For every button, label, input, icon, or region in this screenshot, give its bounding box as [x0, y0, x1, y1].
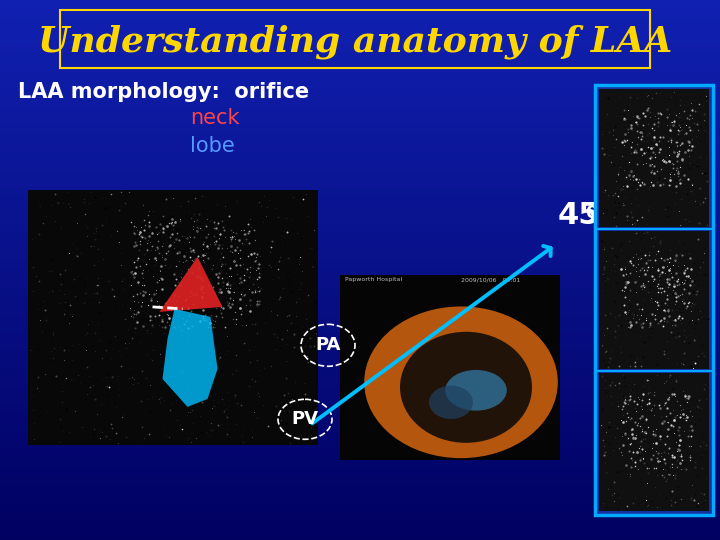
Bar — [0, 504, 720, 513]
Bar — [0, 333, 720, 342]
Text: 2009/10/06   09:01: 2009/10/06 09:01 — [461, 277, 521, 282]
Bar — [0, 9, 720, 18]
Bar — [0, 171, 720, 180]
Bar — [0, 495, 720, 504]
Bar — [0, 459, 720, 468]
Bar — [0, 477, 720, 486]
Bar — [0, 513, 720, 522]
Bar — [0, 189, 720, 198]
Bar — [0, 306, 720, 315]
Bar — [599, 89, 709, 227]
Bar — [0, 63, 720, 72]
Bar — [0, 153, 720, 162]
Bar — [0, 369, 720, 378]
Bar — [0, 261, 720, 270]
Bar — [0, 18, 720, 27]
Text: Papworth Hospital: Papworth Hospital — [345, 277, 402, 282]
Bar — [0, 396, 720, 405]
Bar — [0, 81, 720, 90]
Bar — [0, 270, 720, 279]
Bar — [599, 231, 709, 369]
Bar — [0, 117, 720, 126]
Bar — [0, 414, 720, 423]
Bar — [0, 144, 720, 153]
Text: PV: PV — [292, 410, 318, 428]
Bar — [0, 360, 720, 369]
Polygon shape — [160, 257, 222, 312]
Bar — [0, 135, 720, 144]
Bar — [0, 522, 720, 531]
Ellipse shape — [400, 332, 532, 443]
Bar — [0, 234, 720, 243]
Bar — [0, 243, 720, 252]
Bar — [0, 36, 720, 45]
Bar — [0, 207, 720, 216]
Bar — [28, 190, 318, 445]
Text: 45: 45 — [558, 201, 600, 230]
Bar — [0, 387, 720, 396]
Bar — [0, 72, 720, 81]
Bar — [0, 108, 720, 117]
Text: 0: 0 — [585, 204, 598, 222]
Bar — [599, 373, 709, 511]
Ellipse shape — [445, 370, 507, 410]
Bar — [0, 315, 720, 324]
Bar — [0, 531, 720, 540]
Text: PA: PA — [315, 336, 341, 354]
Text: Understanding anatomy of LAA: Understanding anatomy of LAA — [38, 25, 672, 59]
Bar — [0, 27, 720, 36]
Bar — [0, 450, 720, 459]
Bar — [0, 45, 720, 54]
Bar — [0, 288, 720, 297]
Text: LAA morphology:  orifice: LAA morphology: orifice — [18, 82, 309, 102]
Bar — [0, 90, 720, 99]
Bar — [0, 198, 720, 207]
Bar — [0, 324, 720, 333]
Bar — [0, 441, 720, 450]
Bar — [0, 99, 720, 108]
Text: lobe: lobe — [190, 136, 235, 156]
Text: neck: neck — [190, 108, 240, 128]
Bar — [0, 423, 720, 432]
Ellipse shape — [364, 307, 558, 458]
Bar — [0, 297, 720, 306]
Bar — [0, 432, 720, 441]
Bar — [0, 378, 720, 387]
Bar — [0, 351, 720, 360]
Bar — [0, 279, 720, 288]
Bar — [0, 180, 720, 189]
Bar — [595, 85, 713, 515]
Ellipse shape — [429, 386, 473, 419]
Bar — [0, 216, 720, 225]
Bar — [0, 486, 720, 495]
Bar — [0, 126, 720, 135]
Bar — [0, 225, 720, 234]
Bar — [340, 275, 560, 460]
Polygon shape — [163, 309, 217, 407]
Bar — [0, 405, 720, 414]
Bar — [0, 0, 720, 9]
Bar — [0, 342, 720, 351]
Bar — [0, 468, 720, 477]
Bar — [0, 252, 720, 261]
Bar — [0, 54, 720, 63]
Bar — [0, 162, 720, 171]
